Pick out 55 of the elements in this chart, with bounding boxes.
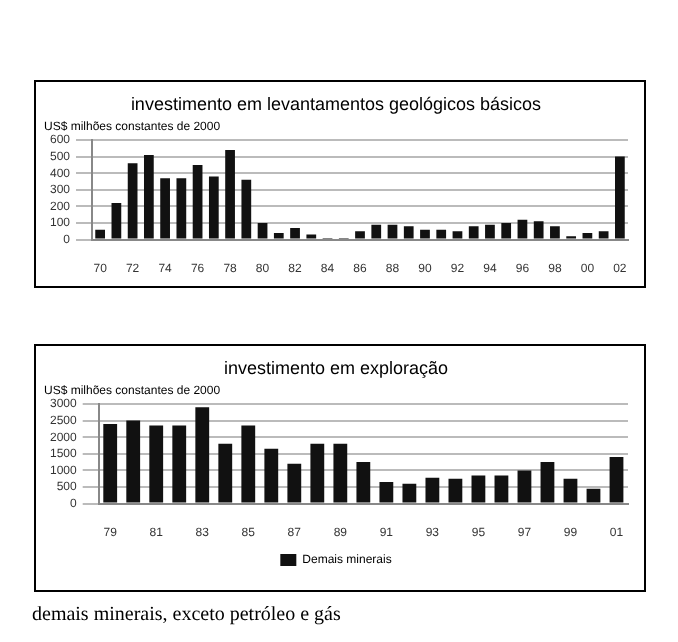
bar	[225, 149, 235, 239]
bar	[615, 156, 625, 239]
bar	[127, 163, 138, 239]
bar	[149, 425, 164, 503]
bar	[144, 154, 154, 239]
bar	[403, 226, 414, 239]
bar	[310, 443, 325, 503]
bar	[356, 462, 371, 503]
bar	[126, 420, 141, 503]
bar	[95, 229, 106, 239]
bar	[448, 478, 463, 503]
bar	[425, 477, 440, 503]
bar	[533, 221, 544, 239]
bar	[160, 178, 170, 239]
bar	[494, 475, 509, 503]
bar	[218, 443, 233, 503]
bar	[586, 488, 601, 503]
bar	[471, 475, 486, 503]
chart-title: investimento em levantamentos geológicos básicos	[130, 93, 543, 114]
bar	[609, 457, 624, 503]
bar	[264, 448, 279, 503]
bar	[172, 425, 187, 503]
bar	[379, 482, 394, 503]
bar	[290, 227, 300, 239]
bar	[598, 231, 609, 239]
bar	[402, 483, 417, 503]
bar	[550, 226, 560, 239]
bar	[333, 443, 348, 503]
bar	[355, 231, 365, 239]
bar	[420, 229, 430, 239]
bar	[436, 229, 447, 239]
bar	[501, 223, 512, 239]
bar	[192, 164, 203, 239]
bar	[176, 178, 187, 239]
bar	[582, 232, 593, 239]
bar	[241, 179, 252, 239]
bar	[111, 203, 122, 239]
bar	[208, 176, 219, 239]
bar	[103, 423, 118, 503]
bar	[387, 224, 398, 239]
bar	[241, 425, 256, 503]
bar	[517, 470, 532, 503]
bar	[371, 224, 382, 239]
text: demais minerais, exceto petróleo e gás	[32, 604, 341, 626]
chart-title: investimento em exploração	[223, 357, 449, 378]
bar	[468, 226, 479, 239]
bar	[563, 478, 578, 503]
bar	[257, 223, 268, 239]
bar	[540, 462, 555, 503]
bar	[517, 219, 528, 239]
bar	[287, 463, 302, 503]
bar	[195, 407, 210, 503]
bar	[273, 232, 284, 239]
bar	[485, 224, 495, 239]
bar	[452, 231, 463, 239]
